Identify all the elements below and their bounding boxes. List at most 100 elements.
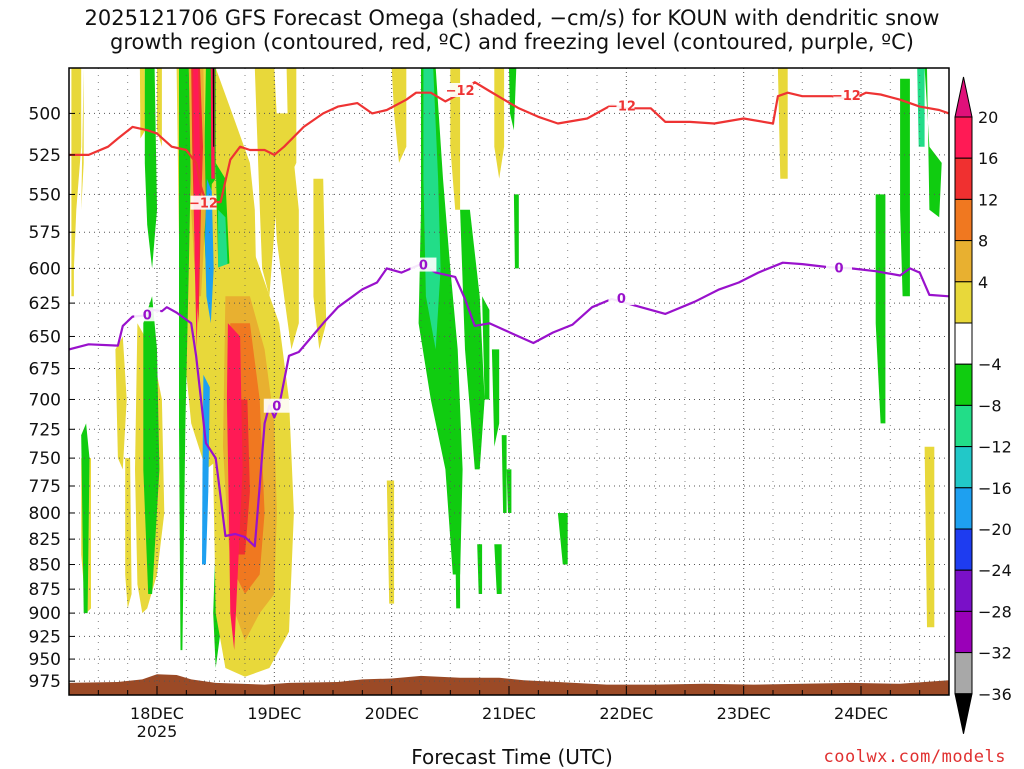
y-tick-label: 575 [29, 223, 61, 243]
colorbar-swatch [954, 322, 973, 365]
grid-lines [69, 68, 949, 695]
omega-region [513, 194, 519, 269]
y-tick-label: 925 [29, 627, 61, 647]
y-tick-label: 700 [29, 390, 61, 410]
colorbar-swatch [954, 528, 973, 571]
colorbar-label: 8 [978, 232, 988, 251]
y-tick-label: 950 [29, 650, 61, 670]
colorbar-label: −16 [978, 479, 1012, 498]
omega-region [914, 68, 942, 218]
dgz-contour-label-group: −12 [607, 98, 636, 115]
x-axis-label: Forecast Time (UTC) [411, 745, 613, 769]
freezing-contour-label-group: 0 [608, 291, 635, 307]
y-tick-label: 825 [29, 530, 61, 550]
colorbar-swatch [954, 363, 973, 406]
freezing-contour-label: 0 [143, 308, 152, 323]
colorbar-top-arrow [954, 76, 973, 118]
chart-title: 2025121706 GFS Forecast Omega (shaded, −… [0, 6, 1024, 54]
colorbar-swatch [954, 240, 973, 283]
omega-region [494, 68, 505, 179]
omega-region [482, 296, 490, 400]
colorbar-swatch [954, 198, 973, 242]
y-tick-label: 725 [29, 420, 61, 440]
omega-region [286, 68, 297, 179]
colorbar-swatch [954, 487, 973, 530]
freezing-contour-label-bg [134, 307, 161, 322]
omega-region [509, 68, 517, 131]
credit-link[interactable]: coolwx.com/models [823, 747, 1006, 767]
omega-region [139, 68, 146, 139]
dgz-contour-label: −12 [607, 100, 636, 115]
colorbar-label: 12 [978, 190, 998, 209]
freezing-contour-label: 0 [419, 259, 428, 274]
omega-region [924, 446, 935, 628]
omega-region [875, 194, 886, 424]
y-tick-label: 875 [29, 580, 61, 600]
y-tick-label: 650 [29, 327, 61, 347]
omega-region [202, 374, 210, 565]
omega-region [144, 68, 157, 269]
colorbar: 20 16 12 8 4 −4 −8 −12 −16 −20 −24 −28 −32 −36 [954, 76, 1012, 734]
y-tick-label: 800 [29, 504, 61, 524]
colorbar-swatch [954, 116, 973, 159]
dgz-contour-label-group: −12 [832, 88, 861, 104]
chart-title-line2: growth region (contoured, red, ºC) and f… [110, 30, 914, 54]
freezing-contour-label-group: 0 [410, 257, 437, 274]
omega-region [125, 458, 132, 609]
dgz-contour-label: −12 [189, 197, 218, 212]
omega-region [143, 296, 160, 594]
omega-region [226, 323, 243, 651]
colorbar-swatch [954, 446, 973, 489]
dgz-contour-label: −12 [832, 89, 861, 104]
colorbar-label: −32 [978, 644, 1012, 663]
x-tick-sublabel: 2025 [137, 722, 178, 741]
y-tick-label: 775 [29, 477, 61, 497]
y-tick-label: 525 [29, 146, 61, 166]
colorbar-label: −20 [978, 520, 1012, 539]
dgz-contour-label-bg [833, 88, 860, 103]
freezing-level-line [69, 261, 949, 548]
colorbar-label: −24 [978, 561, 1012, 580]
omega-shading [71, 68, 942, 677]
axes: 500 525 550 575 600 625 650 675 700 725 750 775 800 8… [29, 67, 950, 741]
y-tick-label: 550 [29, 185, 61, 205]
dgz-contour-label-bg [608, 98, 635, 113]
contour-lines: −12 −12 −12 −12 0 0 0 0 0 [69, 81, 949, 548]
colorbar-label: 20 [978, 108, 998, 127]
y-tick-label: 500 [29, 104, 61, 124]
y-tick-label: 900 [29, 604, 61, 624]
colorbar-swatch [954, 569, 973, 612]
x-tick-label: 20DEC [365, 704, 419, 723]
y-tick-label: 850 [29, 556, 61, 576]
y-tick-label: 600 [29, 259, 61, 279]
omega-region [450, 68, 461, 210]
omega-region [494, 544, 502, 594]
freezing-contour-label-group: 0 [826, 260, 852, 276]
colorbar-swatch [954, 404, 973, 448]
omega-region [423, 68, 441, 350]
freezing-contour-label-bg [410, 257, 437, 272]
dgz-contour-label-group: −12 [446, 83, 475, 99]
omega-region [115, 336, 127, 470]
y-tick-label: 625 [29, 294, 61, 314]
freezing-contour-label: 0 [272, 400, 281, 415]
omega-region [179, 68, 192, 651]
omega-region [81, 68, 84, 210]
omega-region [900, 78, 910, 297]
dgz-contour-label-bg [190, 195, 217, 210]
x-tick-label: 18DEC [130, 704, 184, 723]
omega-region [501, 435, 507, 513]
omega-region [81, 423, 90, 614]
colorbar-label: 4 [978, 273, 988, 292]
omega-region [391, 68, 407, 163]
colorbar-swatch [954, 281, 973, 324]
colorbar-label: 16 [978, 149, 998, 168]
x-tick-label: 21DEC [482, 704, 536, 723]
omega-region [313, 178, 327, 350]
omega-region [71, 68, 82, 297]
x-tick-label: 24DEC [834, 704, 888, 723]
colorbar-label: −36 [978, 685, 1012, 704]
freezing-contour-label-bg [826, 260, 852, 275]
